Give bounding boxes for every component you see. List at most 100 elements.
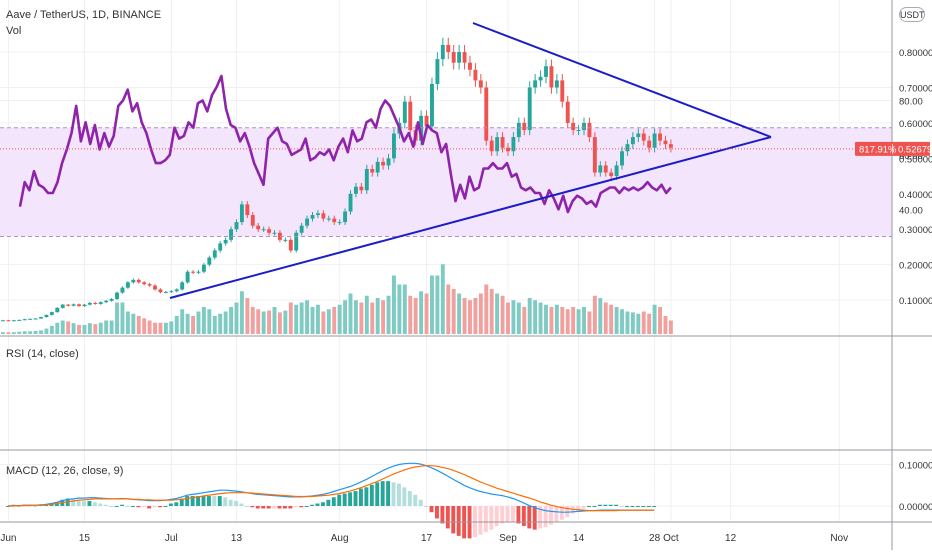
- grid-lines: [0, 0, 892, 521]
- candle-body-67: [364, 168, 369, 191]
- candle-body-20: [109, 299, 114, 301]
- macd-hist-114: [625, 506, 629, 507]
- volume-bar-27: [147, 320, 152, 334]
- macd-hist-60: [331, 497, 336, 506]
- volume-bar-114: [620, 309, 624, 334]
- volume-bar-76: [413, 298, 418, 334]
- volume-bar-34: [185, 313, 190, 334]
- volume-bar-45: [245, 298, 250, 334]
- candle-body-101: [549, 66, 554, 88]
- candle-body-95: [516, 122, 521, 138]
- volume-bar-79: [430, 275, 434, 334]
- volume-bar-7: [39, 330, 43, 334]
- time-tick-5: 17: [421, 533, 433, 544]
- volume-bar-59: [321, 311, 326, 334]
- volume-bar-65: [353, 300, 358, 334]
- volume-bar-90: [489, 289, 494, 334]
- volume-bar-10: [55, 322, 60, 334]
- candle-body-87: [473, 69, 478, 81]
- candle-body-56: [305, 218, 310, 226]
- macd-hist-13: [76, 499, 81, 506]
- candle-body-49: [267, 229, 272, 233]
- time-axis: Jun 15 Jul 13 Aug 17 Sep 14 28 Oct 12 Nov: [0, 533, 848, 544]
- candle-body-12: [66, 304, 71, 306]
- volume-bar-46: [250, 307, 255, 334]
- candle-body-112: [609, 172, 614, 177]
- candle-body-69: [375, 161, 380, 173]
- candle-body-58: [315, 213, 320, 216]
- macd-hist-24: [136, 506, 141, 508]
- macd-hist-39: [217, 496, 222, 506]
- volume-bar-105: [571, 307, 576, 334]
- candle-body-89: [484, 87, 489, 141]
- candle-body-100: [544, 66, 548, 77]
- volume-bar-104: [565, 309, 570, 334]
- macd-hist-113: [619, 506, 624, 507]
- macd-hist-64: [353, 491, 358, 506]
- triangle-drawing[interactable]: [0, 22, 892, 299]
- signal-line: [8, 465, 655, 512]
- time-tick-9: Oct: [663, 533, 679, 544]
- volume-bar-81: [440, 264, 445, 334]
- macd-hist-21: [120, 504, 124, 506]
- volume-bar-2: [11, 332, 16, 334]
- candle-body-68: [370, 168, 375, 173]
- volume-bar-49: [267, 310, 272, 334]
- macd-hist-73: [402, 487, 407, 506]
- rsi-title: RSI (14, close): [6, 348, 79, 360]
- macd-hist-38: [212, 496, 217, 506]
- volume-bars: [1, 264, 673, 334]
- candle-body-6: [33, 318, 38, 320]
- candle-body-118: [641, 133, 646, 141]
- macd-hist-30: [168, 503, 173, 506]
- volume-bar-100: [544, 304, 548, 334]
- candle-body-55: [299, 225, 304, 233]
- macd-hist-19: [109, 506, 114, 507]
- volume-bar-93: [506, 302, 510, 334]
- candle-body-53: [288, 239, 293, 251]
- candle-body-43: [234, 222, 239, 230]
- macd-hist-43: [239, 503, 244, 506]
- volume-bar-6: [33, 330, 38, 334]
- macd-hist-63: [348, 492, 353, 506]
- macd-hist-52: [288, 506, 293, 509]
- volume-bar-36: [196, 311, 201, 334]
- price-badge-value: 0.52679: [898, 144, 932, 155]
- volume-bar-75: [408, 295, 413, 334]
- macd-hist-28: [158, 506, 162, 508]
- macd-hist-102: [559, 506, 564, 520]
- candlesticks: [1, 37, 673, 322]
- candle-body-71: [386, 158, 391, 166]
- volume-bar-82: [446, 284, 451, 334]
- price-tick-6: 0.20000: [899, 261, 932, 272]
- volume-bar-39: [212, 316, 217, 334]
- candle-body-72: [392, 133, 396, 159]
- candle-body-27: [147, 284, 152, 286]
- macd-hist-44: [244, 506, 249, 507]
- candle-body-63: [343, 211, 348, 223]
- macd-hist-119: [652, 506, 657, 507]
- candle-body-104: [565, 101, 570, 123]
- candle-body-32: [174, 289, 179, 292]
- macd-hist-87: [478, 506, 483, 535]
- volume-bar-71: [386, 295, 391, 334]
- volume-bar-21: [115, 302, 119, 334]
- macd-hist-58: [320, 502, 325, 506]
- macd-hist-78: [429, 506, 434, 513]
- macd-hist-23: [130, 506, 135, 507]
- macd-hist-108: [592, 506, 597, 507]
- volume-bar-24: [131, 313, 136, 334]
- rsi-series: [0, 74, 892, 237]
- volume-bar-94: [511, 300, 516, 334]
- candle-body-117: [636, 133, 641, 138]
- candle-body-19: [104, 300, 109, 303]
- candle-body-57: [310, 215, 315, 219]
- candle-body-109: [592, 137, 597, 173]
- macd-hist-118: [646, 506, 651, 507]
- time-tick-3: 13: [231, 533, 243, 544]
- volume-bar-103: [560, 307, 565, 334]
- volume-bar-61: [332, 307, 337, 334]
- currency-badge[interactable]: USDT: [899, 7, 925, 22]
